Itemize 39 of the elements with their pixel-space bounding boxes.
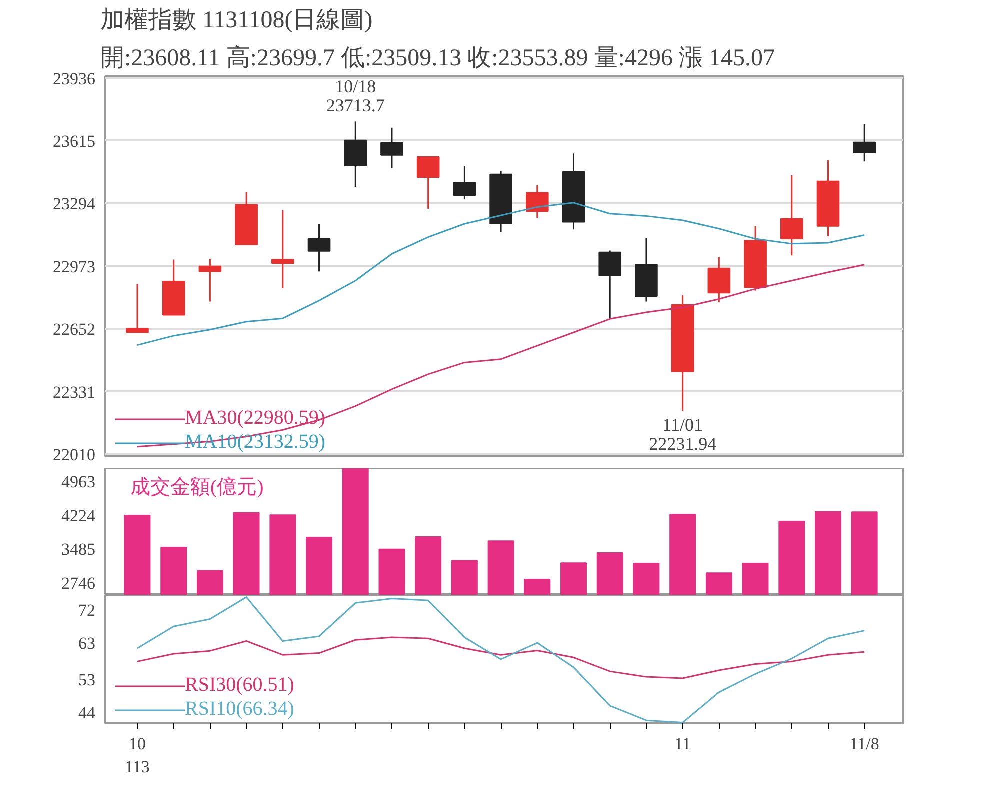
y-tick-label: 4224 (62, 506, 96, 526)
annotation: 10/18 23713.7 (326, 76, 385, 116)
y-tick-label: 63 (78, 634, 96, 654)
y-tick-label: 23294 (53, 194, 96, 214)
y-tick-label: 3485 (62, 540, 96, 560)
chart-title: 加權指數 1131108(日線圖) (100, 8, 373, 34)
chart-title: 成交金額(億元) (130, 476, 264, 498)
candlestick (308, 223, 331, 272)
y-tick-label: 22331 (53, 382, 96, 402)
y-tick-label: 44 (78, 704, 96, 723)
y-tick-label: 22652 (53, 320, 96, 340)
legend-label: MA30(22980.59) (185, 407, 326, 430)
y-tick-label: 4963 (62, 472, 96, 492)
candlestick (453, 165, 476, 200)
candlestick (198, 258, 222, 303)
chart-subtitle: 開:23608.11 高:23699.7 低:23509.13 收:23553.89 量:4296 漲 145.07 (100, 44, 775, 72)
y-tick-label: 2746 (62, 574, 96, 593)
candlestick (416, 156, 440, 210)
candlestick (380, 127, 404, 169)
candlestick (126, 283, 149, 334)
legend-label: RSI30(60.51) (185, 674, 294, 697)
y-tick-label: 22973 (53, 257, 96, 276)
annotation: 11/01 22231.94 (649, 415, 717, 454)
candlestick (780, 174, 804, 256)
candlestick (598, 250, 622, 320)
candlestick (272, 210, 294, 290)
x-tick-label: 10 113 (125, 734, 150, 776)
y-tick-label: 53 (78, 670, 96, 690)
legend-label: MA10(23132.59) (185, 431, 326, 454)
y-tick-label: 23615 (53, 132, 96, 151)
candlestick (853, 124, 876, 162)
x-tick-label: 11/8 (850, 734, 880, 754)
y-tick-label: 23936 (53, 69, 96, 88)
candlestick (526, 184, 549, 219)
y-tick-label: 72 (78, 601, 96, 620)
y-tick-label: 22010 (53, 446, 96, 465)
legend-label: RSI10(66.34) (185, 698, 294, 721)
x-tick-label: 11 (674, 734, 692, 754)
line-series (136, 596, 866, 724)
